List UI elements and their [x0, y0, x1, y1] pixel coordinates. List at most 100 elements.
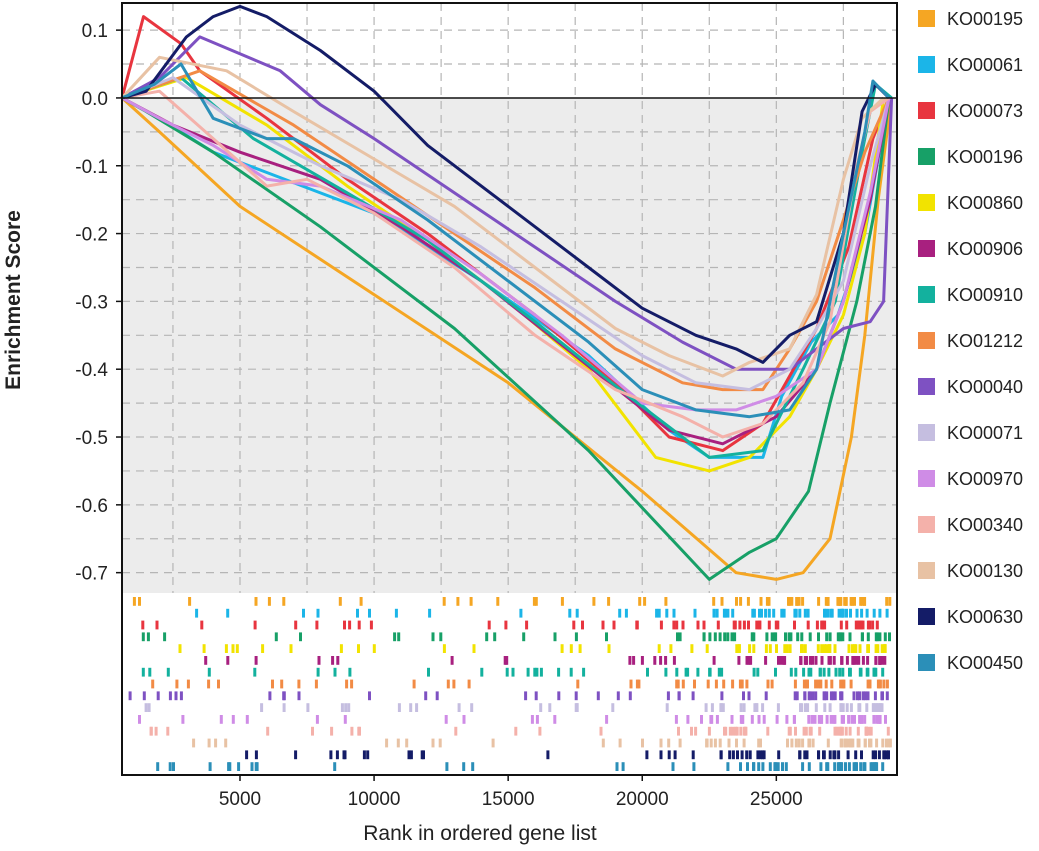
- hit-mark: [601, 738, 605, 748]
- hit-mark: [809, 726, 813, 736]
- hit-mark: [445, 762, 449, 771]
- y-tick-label: 0.0: [82, 89, 108, 110]
- hit-mark: [599, 726, 603, 736]
- hit-mark: [722, 679, 726, 689]
- hit-mark: [538, 726, 542, 736]
- hit-mark: [742, 691, 745, 701]
- hit-mark: [397, 703, 401, 712]
- hit-mark: [767, 620, 771, 630]
- series-line-ko01212: [121, 69, 891, 392]
- hit-mark: [357, 620, 361, 630]
- hit-mark: [807, 762, 811, 771]
- hit-mark: [731, 750, 735, 760]
- hit-mark: [814, 679, 818, 689]
- hit-mark: [438, 738, 442, 748]
- hit-mark: [696, 620, 700, 630]
- hit-mark: [316, 608, 320, 618]
- hit-mark: [828, 644, 832, 653]
- legend-label-ko00450: KO00450: [947, 653, 1023, 673]
- hit-mark: [702, 620, 706, 630]
- legend-label-ko00071: KO00071: [947, 423, 1023, 443]
- hit-mark: [785, 644, 789, 653]
- hit-mark: [553, 715, 557, 724]
- hit-mark: [696, 667, 700, 677]
- hit-mark: [844, 726, 848, 736]
- hit-mark: [343, 620, 346, 630]
- hit-mark: [752, 632, 756, 642]
- hit-mark: [735, 738, 738, 748]
- hit-mark: [268, 691, 272, 701]
- y-tick-label: -0.2: [75, 225, 108, 246]
- hit-mark: [282, 691, 286, 701]
- hit-mark: [866, 632, 870, 642]
- hit-mark: [368, 608, 371, 618]
- hit-mark: [666, 691, 670, 701]
- hit-mark: [853, 715, 856, 724]
- hit-mark: [439, 632, 443, 642]
- hit-mark: [819, 762, 823, 771]
- hit-mark: [789, 632, 793, 642]
- hit-mark: [825, 644, 828, 653]
- legend-swatch-ko00340: [918, 516, 935, 533]
- hit-mark: [431, 632, 435, 642]
- hit-mark: [801, 738, 805, 748]
- series-line-ko00040: [121, 35, 894, 371]
- hit-mark: [715, 608, 719, 618]
- hit-mark: [385, 738, 389, 748]
- hit-mark: [868, 738, 871, 748]
- hit-mark: [860, 597, 864, 606]
- hit-mark: [881, 738, 885, 748]
- hit-mark: [534, 691, 538, 701]
- hit-mark: [759, 597, 763, 606]
- hit-mark: [574, 632, 578, 642]
- hit-mark: [347, 703, 351, 712]
- hit-mark: [142, 691, 146, 701]
- hit-mark: [470, 703, 474, 712]
- hit-mark: [731, 608, 735, 618]
- hit-mark: [485, 632, 489, 642]
- hit-mark: [333, 762, 337, 771]
- hit-mark: [833, 762, 837, 771]
- hit-mark: [803, 608, 807, 618]
- hit-mark: [740, 750, 744, 760]
- hit-mark: [861, 632, 864, 642]
- hit-mark: [883, 632, 887, 642]
- hit-mark: [702, 632, 706, 642]
- hit-mark: [885, 597, 889, 606]
- hit-mark: [710, 703, 714, 712]
- hit-mark: [156, 691, 160, 701]
- hit-mark: [808, 656, 812, 665]
- legend-label-ko00630: KO00630: [947, 607, 1023, 627]
- hit-mark: [204, 656, 208, 665]
- hit-mark: [735, 644, 739, 653]
- hit-mark: [825, 691, 829, 701]
- hit-mark: [764, 608, 768, 618]
- hit-mark: [723, 726, 726, 736]
- legend-label-ko00340: KO00340: [947, 515, 1023, 535]
- hit-mark: [782, 608, 786, 618]
- hit-mark: [859, 667, 863, 677]
- hit-mark: [792, 715, 796, 724]
- hit-mark: [802, 679, 806, 689]
- hit-mark: [181, 715, 185, 724]
- hit-mark: [768, 644, 772, 653]
- hit-mark: [179, 691, 183, 701]
- hit-mark: [829, 691, 833, 701]
- hit-mark: [231, 644, 235, 653]
- hit-mark: [672, 620, 676, 630]
- hit-mark: [885, 738, 888, 748]
- hit-mark: [783, 656, 787, 665]
- hit-mark: [872, 608, 876, 618]
- hit-mark: [854, 656, 858, 665]
- hit-mark: [601, 620, 605, 630]
- hit-mark: [294, 750, 298, 760]
- hit-mark: [691, 691, 695, 701]
- hit-mark: [454, 726, 458, 736]
- hit-mark: [786, 738, 789, 748]
- hit-mark: [851, 738, 855, 748]
- hit-mark: [875, 762, 879, 771]
- hit-mark: [605, 715, 609, 724]
- hit-mark: [839, 691, 843, 701]
- hit-mark: [226, 608, 230, 618]
- legend-swatch-ko00040: [918, 378, 935, 395]
